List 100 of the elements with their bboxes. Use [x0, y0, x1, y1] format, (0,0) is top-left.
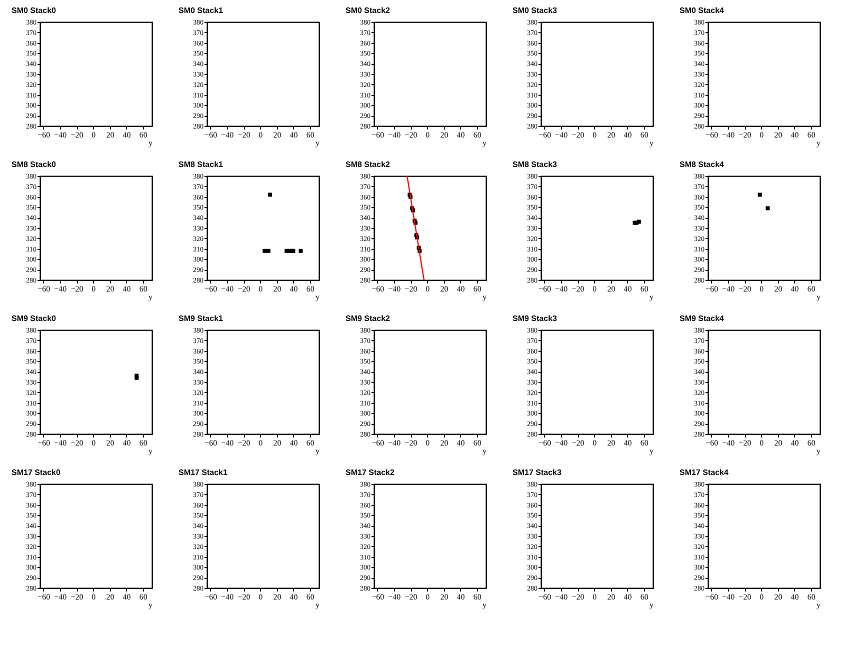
- x-tick-label: 20: [774, 438, 782, 448]
- x-tick-label: 40: [456, 438, 465, 448]
- x-tick-label: 60: [807, 592, 816, 602]
- x-tick-label: 60: [473, 130, 482, 140]
- x-tick-label: −60: [38, 284, 50, 294]
- x-tick-label: −40: [54, 438, 67, 448]
- x-tick-label: 20: [774, 592, 782, 602]
- x-tick-label: −20: [404, 130, 418, 140]
- x-tick-label: 40: [790, 438, 799, 448]
- x-tick-label: −60: [706, 438, 718, 448]
- x-tick-label: −20: [238, 592, 250, 602]
- x-tick-label: −40: [722, 438, 735, 448]
- chart-title: SM9 Stack4: [680, 314, 725, 323]
- x-tick-label: −60: [204, 284, 218, 294]
- x-tick-label: −20: [404, 438, 418, 448]
- x-tick-label: 60: [306, 130, 314, 140]
- x-tick-label: 20: [273, 592, 282, 602]
- x-tick-label: 20: [774, 130, 782, 140]
- x-tick-label: 40: [790, 592, 799, 602]
- x-tick-label: −40: [221, 284, 234, 294]
- x-tick-label: −40: [388, 130, 401, 140]
- x-tick-label: 20: [440, 592, 448, 602]
- chart-title: SM0 Stack3: [512, 6, 558, 15]
- chart-title: SM8 Stack1: [178, 160, 224, 169]
- x-axis-title: y: [650, 600, 654, 610]
- x-tick-label: 0: [592, 130, 597, 140]
- x-tick-label: 0: [426, 284, 430, 294]
- chart-title: SM8 Stack2: [346, 160, 391, 169]
- x-axis-title: y: [482, 292, 486, 302]
- x-tick-label: 40: [456, 592, 465, 602]
- x-tick-label: 0: [426, 592, 430, 602]
- x-tick-label: 40: [122, 592, 131, 602]
- x-tick-label: −20: [738, 284, 752, 294]
- x-tick-label: 20: [607, 438, 616, 448]
- x-tick-label: 40: [290, 592, 298, 602]
- x-tick-label: −40: [221, 438, 234, 448]
- x-axis-title: y: [316, 292, 320, 302]
- x-tick-label: 0: [760, 438, 764, 448]
- x-axis-title: y: [482, 446, 486, 456]
- x-tick-label: −40: [555, 130, 568, 140]
- x-tick-label: −20: [572, 592, 584, 602]
- chart-title: SM17 Stack1: [178, 468, 228, 477]
- x-tick-label: −40: [388, 592, 401, 602]
- x-tick-label: 40: [456, 284, 465, 294]
- x-axis-title: y: [650, 138, 654, 148]
- chart-title: SM8 Stack4: [680, 160, 725, 169]
- x-axis-title: y: [148, 292, 152, 302]
- x-tick-label: 0: [760, 592, 764, 602]
- x-tick-label: −60: [538, 130, 552, 140]
- x-tick-label: −40: [555, 438, 568, 448]
- x-tick-label: 20: [440, 438, 448, 448]
- x-tick-label: −20: [238, 284, 250, 294]
- x-tick-label: −20: [70, 438, 84, 448]
- x-tick-label: 60: [640, 438, 648, 448]
- x-tick-label: −60: [38, 130, 50, 140]
- x-tick-label: −60: [372, 130, 384, 140]
- x-tick-label: 20: [440, 284, 448, 294]
- chart-title: SM17 Stack0: [12, 468, 61, 477]
- x-axis-title: y: [316, 446, 320, 456]
- x-axis-title: y: [148, 138, 152, 148]
- x-tick-label: −20: [238, 438, 250, 448]
- x-tick-label: 0: [760, 284, 764, 294]
- x-tick-label: 20: [774, 284, 782, 294]
- chart-title: SM9 Stack3: [512, 314, 558, 323]
- x-tick-label: 0: [592, 592, 597, 602]
- x-tick-label: −40: [555, 592, 568, 602]
- x-tick-label: 0: [258, 592, 263, 602]
- x-tick-label: −60: [538, 438, 552, 448]
- x-tick-label: −20: [404, 284, 418, 294]
- x-tick-label: −40: [54, 592, 67, 602]
- x-tick-label: −60: [706, 284, 718, 294]
- x-tick-label: 60: [139, 592, 148, 602]
- x-tick-label: 40: [624, 438, 632, 448]
- x-tick-label: −20: [738, 130, 752, 140]
- chart-title: SM0 Stack2: [346, 6, 391, 15]
- x-tick-label: 0: [92, 438, 96, 448]
- x-tick-label: −40: [555, 284, 568, 294]
- x-tick-label: −40: [54, 284, 67, 294]
- x-tick-label: 20: [106, 592, 114, 602]
- x-tick-label: 40: [790, 284, 799, 294]
- x-tick-label: 60: [807, 130, 816, 140]
- x-tick-label: 20: [273, 130, 282, 140]
- x-axis-title: y: [482, 600, 486, 610]
- x-tick-label: −60: [538, 592, 552, 602]
- x-tick-label: 20: [106, 130, 114, 140]
- x-tick-label: 40: [290, 438, 298, 448]
- chart-title: SM17 Stack3: [512, 468, 562, 477]
- x-tick-label: 40: [122, 438, 131, 448]
- chart-title: SM17 Stack4: [680, 468, 729, 477]
- x-tick-label: −20: [70, 284, 84, 294]
- x-tick-label: 40: [290, 130, 298, 140]
- x-tick-label: 20: [106, 284, 114, 294]
- x-tick-label: 20: [607, 130, 616, 140]
- x-axis-title: y: [816, 138, 820, 148]
- x-axis-title: y: [816, 446, 820, 456]
- x-tick-label: 60: [640, 130, 648, 140]
- x-tick-label: 0: [92, 284, 96, 294]
- x-tick-label: 60: [139, 284, 148, 294]
- x-tick-label: 0: [258, 284, 263, 294]
- x-tick-label: −40: [722, 284, 735, 294]
